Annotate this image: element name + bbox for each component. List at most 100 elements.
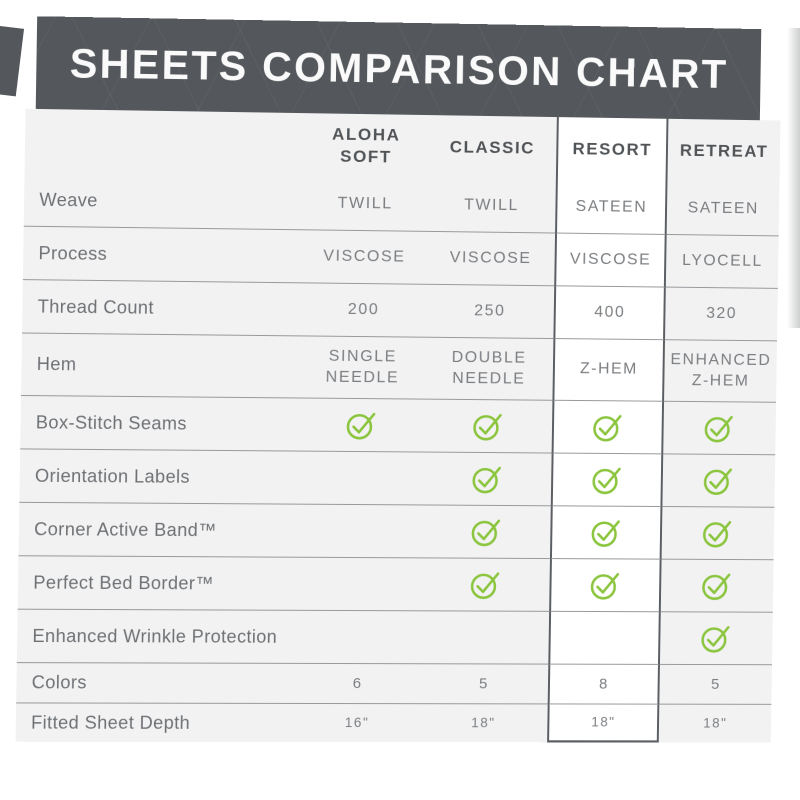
value-cell: TWILL xyxy=(302,177,428,232)
sheets-comparison-chart: SHEETS COMPARISON CHART ALOHA SOFT CLASSI… xyxy=(0,16,797,743)
value-cell: 320 xyxy=(665,287,778,342)
check-icon xyxy=(587,515,625,549)
row-label-text: Process xyxy=(38,242,108,264)
table-row-perfect-bed-border: Perfect Bed Border™ xyxy=(17,556,774,613)
value-cell: VISCOSE xyxy=(301,230,428,285)
check-icon xyxy=(469,409,507,443)
check-icon xyxy=(698,621,736,655)
cell-value: 5 xyxy=(478,675,490,693)
table-row-weave: Weave TWILL TWILL SATEEN SATEEN xyxy=(23,173,780,237)
cell-value: 16" xyxy=(344,715,370,731)
comparison-table: ALOHA SOFT CLASSIC RESORT RETREAT Weave TWIL… xyxy=(15,108,781,743)
value-cell xyxy=(549,506,663,560)
value-cell xyxy=(662,454,776,508)
row-label: Weave xyxy=(23,173,304,231)
row-label: Enhanced Wrinkle Protection xyxy=(16,609,297,664)
row-label: Fitted Sheet Depth xyxy=(16,703,295,742)
check-icon xyxy=(699,516,737,550)
column-header-label: RETREAT xyxy=(679,140,769,161)
row-label: Hem xyxy=(21,333,301,399)
value-cell: 200 xyxy=(300,283,427,338)
value-cell: SATEEN xyxy=(667,182,780,237)
value-cell: SINGLE NEEDLE xyxy=(299,336,426,400)
check-icon xyxy=(588,463,626,497)
value-cell xyxy=(422,452,552,507)
check-icon xyxy=(589,410,627,444)
column-header-label: RESORT xyxy=(572,139,653,160)
cell-value: ENHANCED Z-HEM xyxy=(670,350,772,390)
cell-value: SATEEN xyxy=(575,197,648,216)
value-cell: ENHANCED Z-HEM xyxy=(664,340,777,403)
check-icon xyxy=(346,412,376,440)
header-spacer-cell xyxy=(25,109,305,177)
row-label: Orientation Labels xyxy=(19,449,299,505)
cell-value: Z-HEM xyxy=(579,360,639,378)
row-label-text: Hem xyxy=(36,353,77,375)
photo-right-edge-shadow xyxy=(787,28,800,328)
cell-value: VISCOSE xyxy=(323,247,406,266)
value-cell xyxy=(549,559,662,613)
value-cell: TWILL xyxy=(427,178,556,234)
value-cell xyxy=(296,557,422,612)
value-cell: DOUBLE NEEDLE xyxy=(424,337,554,401)
table-row-fitted-sheet-depth: Fitted Sheet Depth 16" 18" 18" 18" xyxy=(16,703,772,743)
value-cell xyxy=(297,504,423,559)
value-cell xyxy=(550,453,664,508)
value-cell xyxy=(551,400,665,455)
cell-value: 5 xyxy=(710,675,721,693)
cell-value: 18" xyxy=(703,715,728,731)
table-row-colors: Colors 6 5 8 5 xyxy=(16,663,772,705)
cell-value: LYOCELL xyxy=(682,251,763,270)
value-cell: 5 xyxy=(419,664,549,705)
cell-value: 400 xyxy=(594,303,626,321)
chart-header-banner: SHEETS COMPARISON CHART xyxy=(35,16,762,121)
value-cell: SATEEN xyxy=(554,180,668,235)
row-label: Corner Active Band™ xyxy=(18,502,299,558)
value-cell xyxy=(298,398,425,453)
row-label-text: Colors xyxy=(31,672,88,693)
cell-value: TWILL xyxy=(337,194,393,213)
cell-value: 250 xyxy=(474,301,506,320)
value-cell xyxy=(423,399,553,454)
table-row-process: Process VISCOSE VISCOSE VISCOSE LYOCELL xyxy=(22,226,779,289)
value-cell xyxy=(660,612,773,666)
value-cell: VISCOSE xyxy=(426,231,555,287)
cell-value: 18" xyxy=(471,715,496,731)
value-cell: 250 xyxy=(425,284,555,340)
table-row-box-stitch-seams: Box-Stitch Seams xyxy=(20,396,777,456)
chart-title: SHEETS COMPARISON CHART xyxy=(69,39,729,97)
check-icon xyxy=(700,464,738,498)
cell-value: 200 xyxy=(347,300,380,318)
value-cell xyxy=(421,505,551,560)
cell-value: 320 xyxy=(706,304,738,322)
value-cell: VISCOSE xyxy=(554,233,668,288)
row-label-text: Weave xyxy=(39,189,98,211)
check-icon xyxy=(468,462,506,496)
value-cell: LYOCELL xyxy=(666,234,779,289)
column-header-classic: CLASSIC xyxy=(428,115,557,181)
cell-value: 6 xyxy=(352,674,363,692)
value-cell: 16" xyxy=(294,704,419,742)
value-cell xyxy=(663,401,777,456)
value-cell xyxy=(420,611,550,665)
row-label-text: Perfect Bed Border™ xyxy=(33,571,214,593)
row-label: Thread Count xyxy=(22,280,302,337)
table-row-corner-active-band: Corner Active Band™ xyxy=(18,502,775,561)
table-row-thread-count: Thread Count 200 250 400 320 xyxy=(22,280,778,342)
cell-value: TWILL xyxy=(464,196,520,214)
cell-value: SATEEN xyxy=(687,199,760,217)
value-cell: 18" xyxy=(546,704,660,743)
value-cell xyxy=(548,611,662,665)
cell-value: 18" xyxy=(591,714,616,730)
check-icon xyxy=(467,515,505,549)
value-cell: 5 xyxy=(659,664,772,705)
value-cell: 18" xyxy=(419,704,547,742)
column-header-aloha-soft: ALOHA SOFT xyxy=(303,113,429,179)
column-header-retreat: RETREAT xyxy=(668,119,781,184)
row-label: Process xyxy=(22,226,303,284)
row-label-text: Orientation Labels xyxy=(34,465,191,487)
check-icon xyxy=(701,411,739,445)
value-cell: 8 xyxy=(547,664,661,705)
row-label: Perfect Bed Border™ xyxy=(17,556,298,611)
